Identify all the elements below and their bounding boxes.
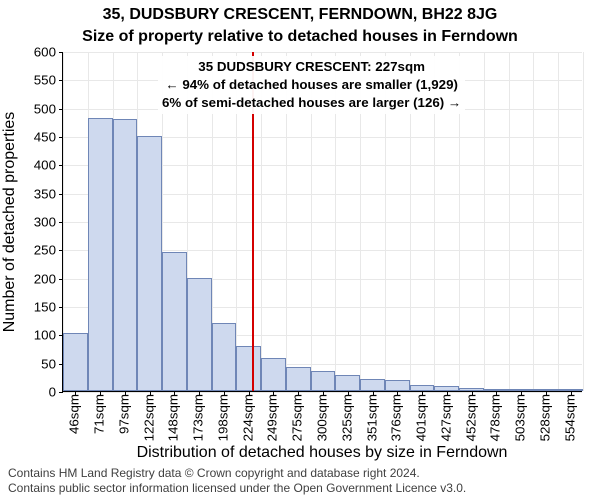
annotation-line: 6% of semi-detached houses are larger (1… (162, 94, 461, 112)
y-tick-label: 200 (34, 271, 60, 286)
figure: { "titles": { "line1": "35, DUDSBURY CRE… (0, 0, 600, 500)
y-tick-label: 300 (34, 215, 60, 230)
x-tick-label: 275sqm (290, 394, 305, 441)
footer-line: Contains public sector information licen… (8, 481, 592, 496)
y-tick-label: 250 (34, 243, 60, 258)
x-tick-label: 478sqm (488, 394, 503, 441)
x-tick-label: 46sqm (67, 394, 82, 434)
gridline-vertical (509, 52, 510, 391)
attribution-footer: Contains HM Land Registry data © Crown c… (8, 466, 592, 496)
histogram-bar (63, 333, 88, 391)
gridline-horizontal (63, 52, 582, 53)
x-tick-label: 452sqm (463, 394, 478, 441)
footer-line: Contains HM Land Registry data © Crown c… (8, 466, 592, 481)
histogram-bar (286, 367, 311, 391)
y-tick-label: 150 (34, 300, 60, 315)
x-tick-label: 554sqm (562, 394, 577, 441)
gridline-vertical (533, 52, 534, 391)
histogram-bar (335, 375, 360, 391)
x-tick-label: 71sqm (92, 394, 107, 434)
x-tick-label: 173sqm (191, 394, 206, 441)
x-tick-label: 300sqm (315, 394, 330, 441)
histogram-bar (113, 119, 138, 391)
y-tick-label: 550 (34, 73, 60, 88)
x-tick-label: 427sqm (438, 394, 453, 441)
x-tick-label: 401sqm (414, 394, 429, 441)
x-tick-label: 122sqm (141, 394, 156, 441)
y-tick-label: 450 (34, 130, 60, 145)
x-tick-label: 249sqm (265, 394, 280, 441)
annotation-line: 35 DUDSBURY CRESCENT: 227sqm (162, 58, 461, 76)
histogram-bar (360, 379, 385, 391)
x-tick-label: 376sqm (389, 394, 404, 441)
x-tick-label: 224sqm (240, 394, 255, 441)
histogram-bar (88, 118, 113, 391)
plot-area: 35 DUDSBURY CRESCENT: 227sqm← 94% of det… (62, 52, 582, 392)
y-tick-label: 500 (34, 101, 60, 116)
histogram-bar (162, 252, 187, 391)
x-tick-label: 325sqm (339, 394, 354, 441)
y-tick-label: 400 (34, 158, 60, 173)
x-tick-label: 148sqm (166, 394, 181, 441)
x-tick-label: 503sqm (513, 394, 528, 441)
gridline-vertical (558, 52, 559, 391)
histogram-bar (311, 371, 336, 391)
histogram-bar (385, 380, 410, 391)
histogram-bar (137, 136, 162, 391)
y-tick-label: 350 (34, 186, 60, 201)
histogram-bar (261, 358, 286, 391)
y-tick-label: 100 (34, 328, 60, 343)
chart-title-address: 35, DUDSBURY CRESCENT, FERNDOWN, BH22 8J… (0, 6, 600, 24)
annotation-line: ← 94% of detached houses are smaller (1,… (162, 76, 461, 94)
x-tick-label: 198sqm (215, 394, 230, 441)
histogram-bar (187, 278, 212, 391)
x-axis-ticks: 46sqm 71sqm 97sqm 122sqm 148sqm 173sqm 198sqm 2… (62, 392, 582, 442)
y-axis-ticks: 050100150200250300350400450500550600 (0, 52, 60, 392)
gridline-vertical (583, 52, 584, 391)
x-tick-label: 528sqm (537, 394, 552, 441)
gridline-vertical (484, 52, 485, 391)
y-tick-label: 600 (34, 45, 60, 60)
y-tick-label: 50 (41, 356, 60, 371)
x-tick-label: 97sqm (116, 394, 131, 434)
annotation-box: 35 DUDSBURY CRESCENT: 227sqm← 94% of det… (158, 56, 465, 114)
x-tick-label: 351sqm (364, 394, 379, 441)
histogram-bar (212, 323, 237, 391)
chart-subtitle: Size of property relative to detached ho… (0, 28, 600, 46)
x-axis-label: Distribution of detached houses by size … (62, 444, 582, 462)
histogram-bar (236, 346, 261, 391)
